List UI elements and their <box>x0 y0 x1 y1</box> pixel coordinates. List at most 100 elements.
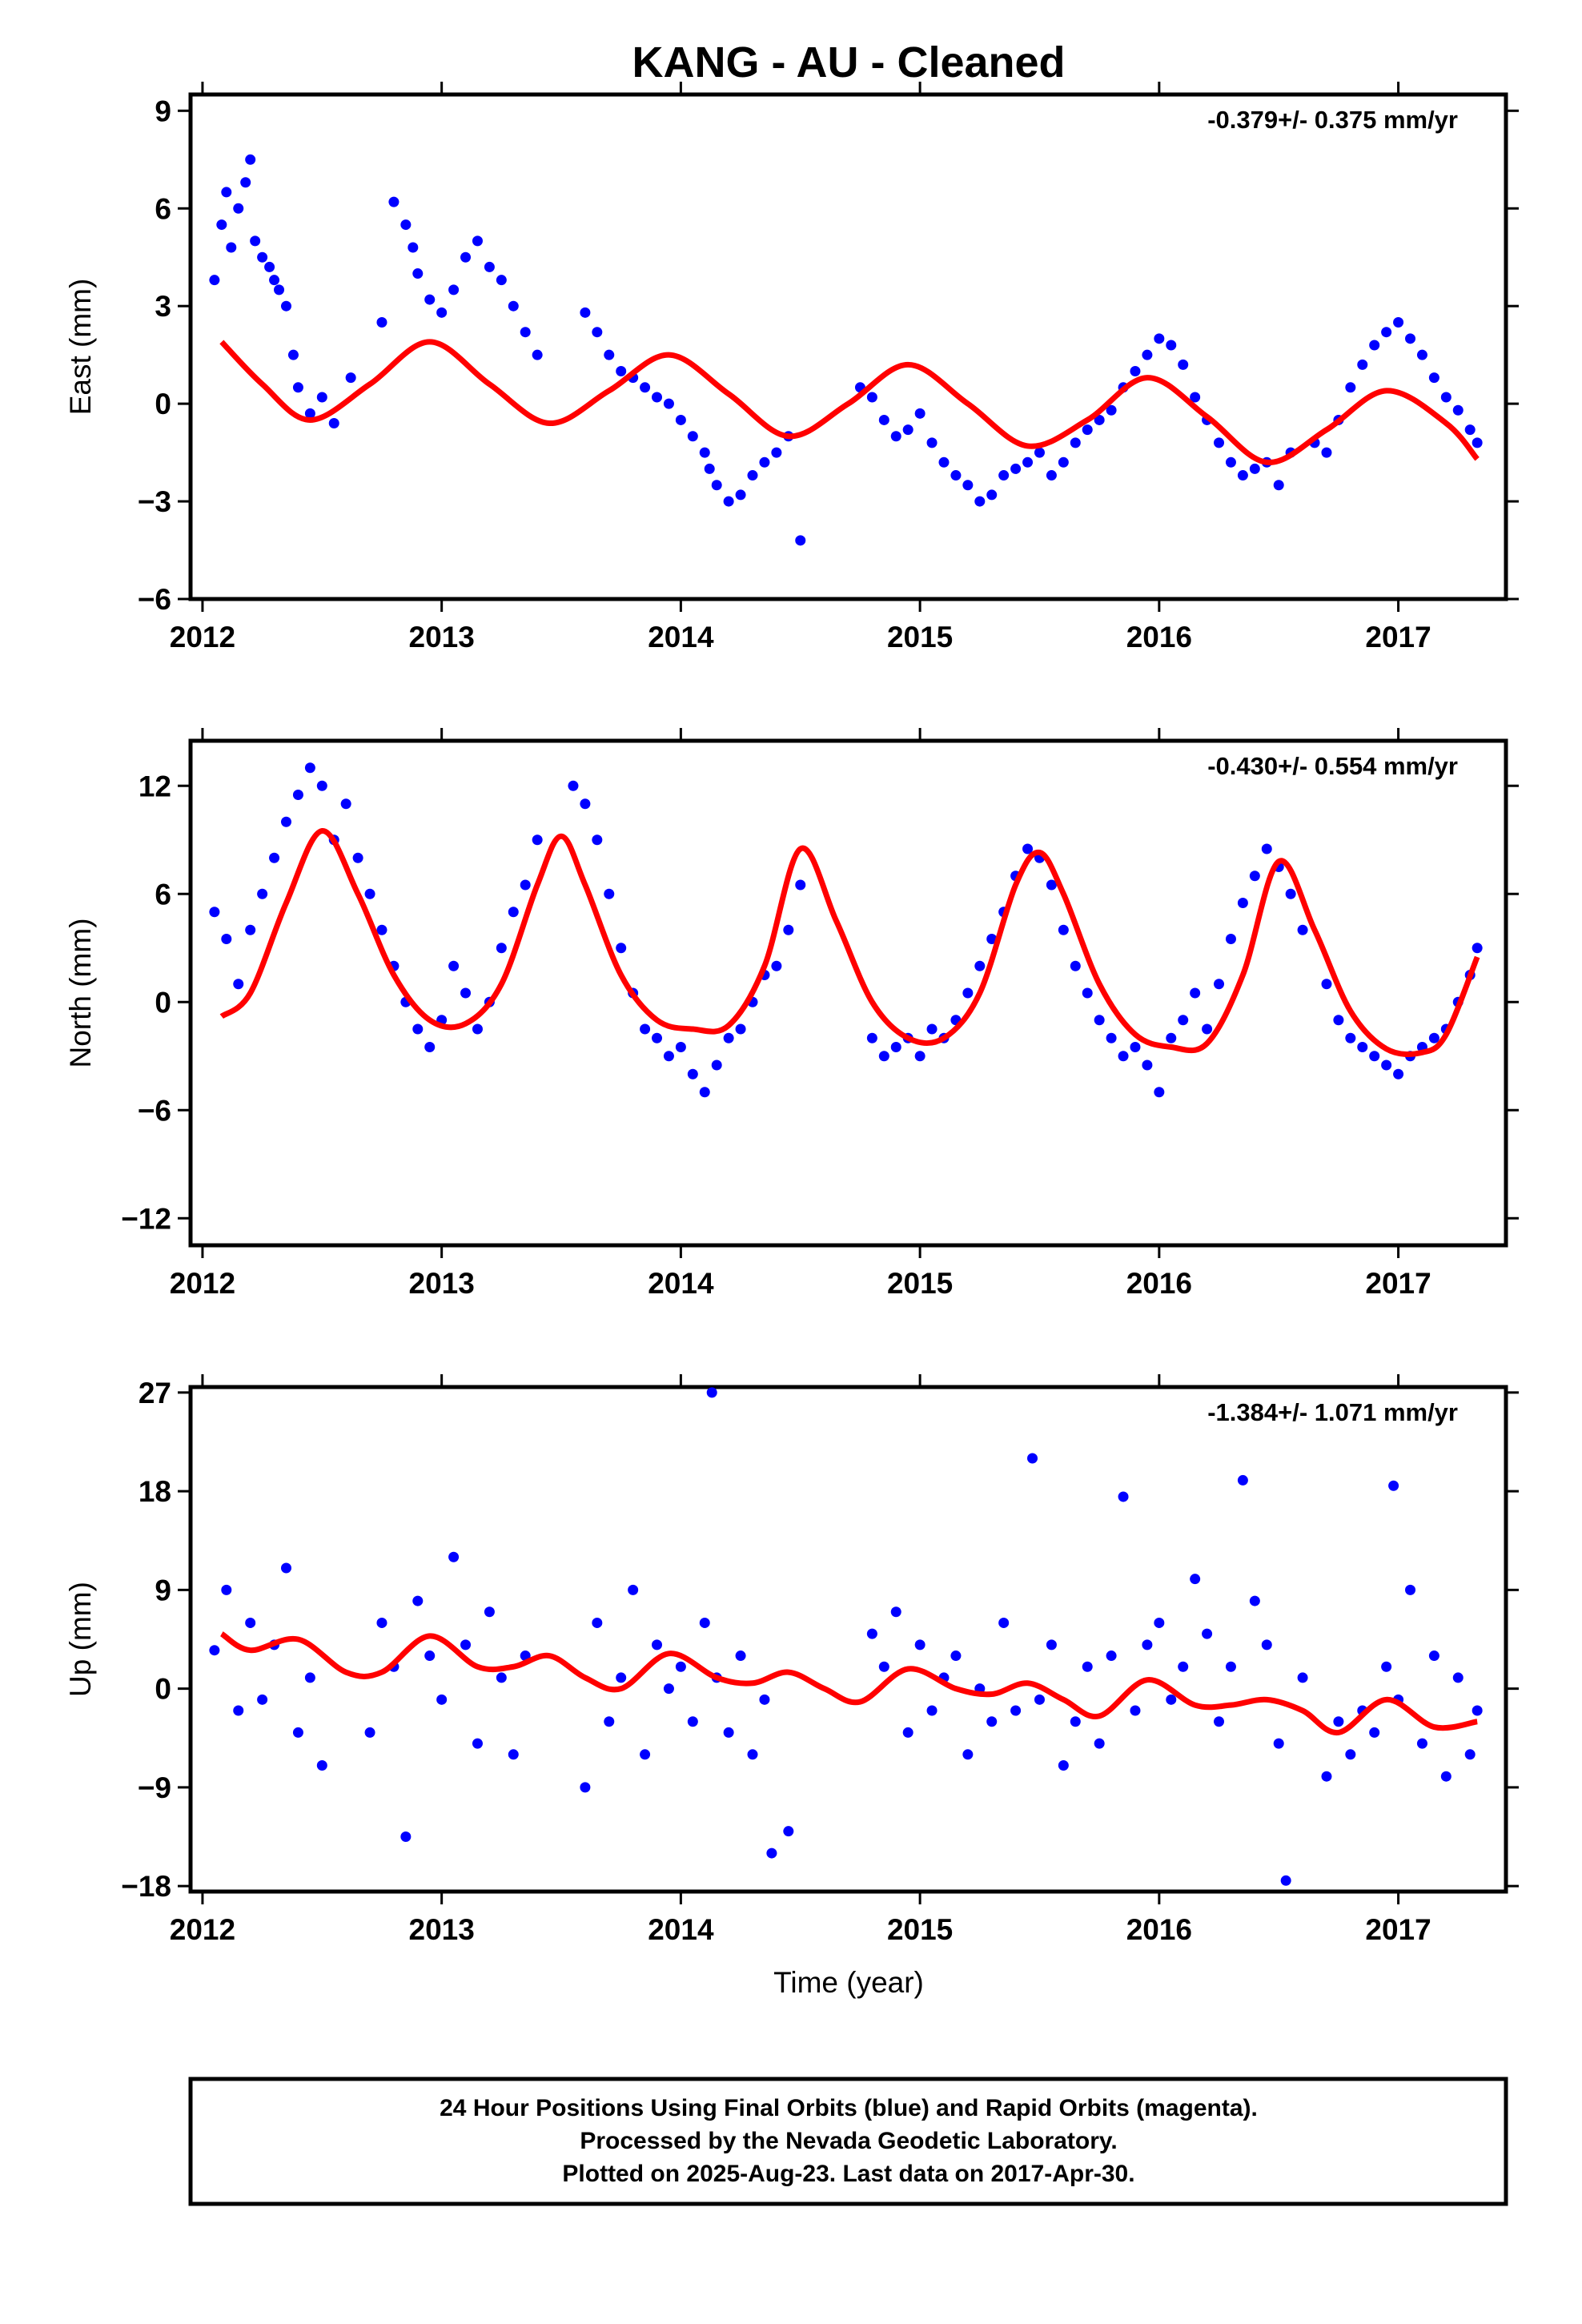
data-point <box>424 1651 436 1662</box>
data-point <box>1237 470 1248 481</box>
data-point <box>1178 1661 1189 1672</box>
data-point <box>962 987 974 999</box>
data-point <box>496 1672 507 1683</box>
data-point <box>376 317 387 328</box>
data-point <box>771 960 782 971</box>
data-point <box>1070 1716 1081 1727</box>
data-point <box>340 798 351 810</box>
data-point <box>424 1042 436 1052</box>
data-point <box>675 1661 686 1672</box>
y-axis-label: North (mm) <box>64 918 97 1068</box>
data-point <box>914 1051 926 1062</box>
data-point <box>914 408 926 419</box>
data-point <box>1094 1015 1105 1026</box>
data-point <box>1094 414 1105 425</box>
data-point <box>304 408 315 419</box>
data-point <box>448 284 460 296</box>
x-tick-label: 2016 <box>1126 1267 1192 1300</box>
data-point <box>795 879 806 891</box>
data-point <box>1070 437 1081 448</box>
data-point <box>795 535 806 546</box>
data-point <box>233 979 244 990</box>
data-point <box>938 456 950 468</box>
plot-frame <box>188 1385 1508 1894</box>
data-point <box>1106 1651 1117 1662</box>
data-point <box>1440 392 1452 403</box>
data-point <box>245 154 256 165</box>
data-point <box>1022 456 1034 468</box>
data-point <box>890 1042 901 1052</box>
data-point <box>1058 456 1069 468</box>
data-point <box>1464 1749 1476 1760</box>
data-point <box>1154 1617 1165 1628</box>
data-point <box>926 1705 938 1716</box>
data-point <box>484 261 495 272</box>
data-point <box>216 219 227 231</box>
data-point <box>1046 879 1057 891</box>
data-point <box>245 924 256 935</box>
data-point <box>783 1826 794 1837</box>
plot-frame <box>188 738 1508 1248</box>
y-tick-label: 3 <box>155 290 171 323</box>
data-point <box>1357 1042 1368 1052</box>
y-tick-label: −6 <box>138 583 171 616</box>
data-point <box>436 1694 448 1705</box>
data-point <box>616 943 627 954</box>
data-point <box>640 382 651 393</box>
data-point <box>280 300 291 312</box>
data-point <box>292 382 303 393</box>
data-point <box>878 414 889 425</box>
data-point <box>962 1749 974 1760</box>
data-point <box>532 834 543 846</box>
data-point <box>1261 1639 1272 1651</box>
data-point <box>1214 437 1225 448</box>
data-point <box>1249 870 1260 882</box>
panel-3: 2012 2013 2014 2015 2016 2017 −18 −9 0 9 18 27 Up (m… <box>64 1374 1519 1946</box>
fit-line <box>219 1631 1478 1735</box>
y-tick-label: 27 <box>139 1377 171 1409</box>
y-tick-label: 0 <box>155 1673 171 1706</box>
x-tick-label: 2012 <box>170 621 235 653</box>
data-point <box>592 1617 603 1628</box>
data-point <box>1190 1574 1201 1585</box>
data-point <box>412 268 424 279</box>
y-tick-label: 12 <box>139 770 171 802</box>
data-point <box>400 1831 412 1843</box>
data-point <box>1190 392 1201 403</box>
data-point <box>1046 470 1057 481</box>
data-point <box>1106 1032 1117 1043</box>
data-point <box>1297 924 1308 935</box>
data-point <box>1452 1672 1464 1683</box>
data-point <box>226 242 237 253</box>
data-point <box>759 1694 770 1705</box>
data-point <box>878 1051 889 1062</box>
data-point <box>704 463 715 474</box>
data-point <box>699 1087 710 1098</box>
data-point <box>1142 349 1153 360</box>
data-point <box>269 852 280 863</box>
data-point <box>1345 1749 1356 1760</box>
data-point <box>652 1032 663 1043</box>
x-tick-label: 2016 <box>1126 1913 1192 1946</box>
data-point <box>1393 317 1404 328</box>
data-point <box>460 987 472 999</box>
y-tick-label: −3 <box>138 485 171 518</box>
y-tick-label: 18 <box>139 1475 171 1508</box>
data-point <box>364 1727 375 1738</box>
data-point <box>1249 1595 1260 1606</box>
data-point <box>866 1032 877 1043</box>
data-point <box>723 496 734 507</box>
data-point <box>209 1645 220 1656</box>
y-tick-label: 6 <box>155 878 171 911</box>
x-tick-label: 2017 <box>1365 1267 1431 1300</box>
data-point <box>687 1716 698 1727</box>
data-point <box>472 1738 483 1749</box>
data-point <box>400 219 412 231</box>
data-point <box>412 1595 424 1606</box>
data-point <box>663 398 674 409</box>
data-point <box>436 307 448 318</box>
y-tick-label: −18 <box>121 1870 171 1903</box>
x-tick-label: 2013 <box>409 1913 475 1946</box>
data-point <box>1214 1716 1225 1727</box>
